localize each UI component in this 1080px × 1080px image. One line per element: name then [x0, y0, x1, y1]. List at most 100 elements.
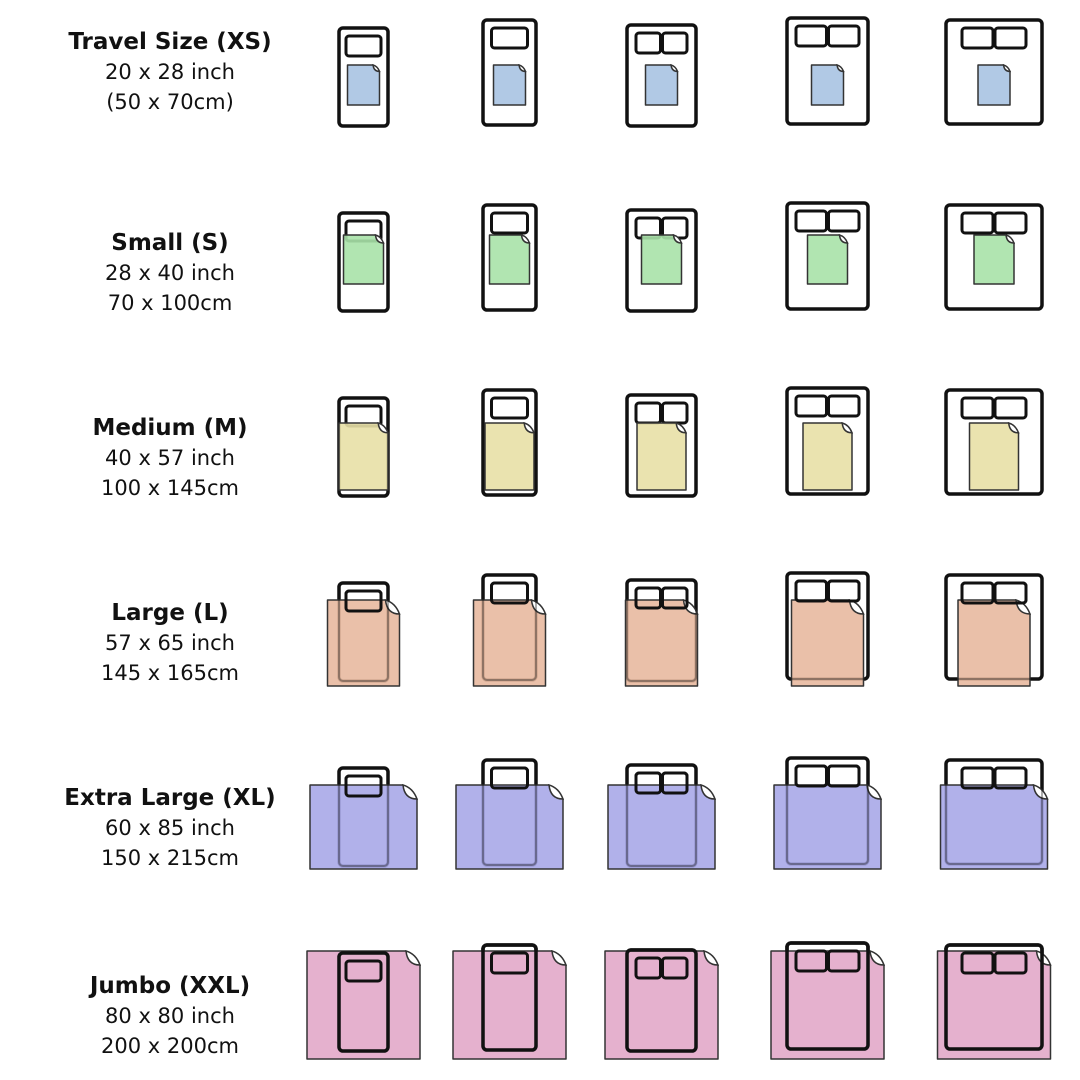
bed-outline	[481, 943, 538, 1052]
size-label: Jumbo (XXL) 80 x 80 inch 200 x 200cm	[40, 971, 300, 1061]
blanket-corner-fold	[405, 949, 422, 966]
blanket-corner-fold	[672, 233, 683, 244]
pillow-icon	[490, 766, 529, 790]
bed-outline	[786, 757, 869, 865]
blanket-corner-fold	[548, 783, 565, 800]
blanket-icon	[452, 950, 567, 1060]
pillow-icon	[794, 579, 828, 603]
pillow-icon	[661, 771, 689, 795]
bed-outline	[944, 943, 1044, 1051]
pillow-icon	[490, 211, 529, 235]
size-inches: 60 x 85 inch	[105, 816, 235, 840]
bed-outline	[785, 941, 870, 1051]
pillow-icon	[993, 26, 1028, 50]
size-cm: 100 x 145cm	[101, 476, 239, 500]
size-label: Extra Large (XL) 60 x 85 inch 150 x 215cm	[40, 783, 300, 873]
blanket-corner-fold	[523, 421, 536, 434]
blanket-icon	[802, 422, 853, 491]
blanket-corner-fold	[836, 63, 845, 73]
pillow-icon	[634, 31, 662, 55]
bed-outline	[482, 574, 537, 681]
blanket-corner-fold	[866, 783, 883, 800]
pillow-icon	[344, 959, 383, 983]
bed-outline	[626, 579, 697, 682]
blanket-icon	[773, 784, 882, 870]
pillow-icon	[827, 209, 861, 233]
bed-outline	[482, 759, 537, 866]
pillow-icon	[960, 396, 995, 420]
bed-outline	[786, 572, 869, 680]
blanket-icon	[636, 422, 687, 491]
blanket-corner-fold	[1032, 783, 1049, 800]
pillow-icon	[993, 211, 1028, 235]
size-label: Large (L) 57 x 65 inch 145 x 165cm	[40, 598, 300, 688]
size-inches: 57 x 65 inch	[105, 631, 235, 655]
bed-outline	[626, 764, 697, 867]
pillow-icon	[960, 26, 995, 50]
pillow-icon	[794, 24, 828, 48]
blanket-corner-fold	[1005, 233, 1016, 244]
pillow-icon	[661, 401, 689, 425]
blanket-icon	[346, 64, 381, 106]
blanket-corner-fold	[518, 63, 527, 73]
blanket-icon	[977, 64, 1011, 106]
pillow-icon	[827, 579, 861, 603]
size-title: Extra Large (XL)	[64, 785, 276, 811]
blanket-icon	[326, 599, 401, 687]
size-cm: (50 x 70cm)	[106, 90, 234, 114]
blanket-icon	[309, 784, 418, 870]
size-cm: 200 x 200cm	[101, 1034, 239, 1058]
pillow-icon	[794, 764, 828, 788]
pillow-icon	[960, 581, 995, 605]
pillow-icon	[827, 24, 861, 48]
size-title: Jumbo (XXL)	[89, 973, 251, 999]
blanket-icon	[810, 64, 845, 106]
bed-outline	[945, 759, 1043, 865]
blanket-icon	[806, 234, 849, 285]
bed-outline	[945, 574, 1043, 680]
blanket-icon	[338, 422, 389, 491]
pillow-icon	[827, 579, 861, 603]
size-title: Medium (M)	[92, 415, 248, 441]
blanket-icon	[973, 234, 1015, 285]
pillow-icon	[794, 209, 828, 233]
blanket-icon	[939, 784, 1049, 870]
size-label: Medium (M) 40 x 57 inch 100 x 145cm	[40, 413, 300, 503]
blanket-icon	[640, 234, 683, 285]
size-cm: 145 x 165cm	[101, 661, 239, 685]
blanket-corner-fold	[520, 233, 531, 244]
pillow-icon	[993, 396, 1028, 420]
pillow-icon	[634, 771, 662, 795]
pillow-icon	[634, 586, 662, 610]
pillow-icon	[960, 951, 995, 975]
pillow-icon	[661, 956, 689, 980]
pillow-icon	[344, 589, 383, 613]
pillow-icon	[827, 764, 861, 788]
blanket-corner-fold	[1002, 63, 1012, 73]
pillow-icon	[794, 394, 828, 418]
pillow-icon	[827, 949, 861, 973]
blanket-icon	[790, 599, 865, 687]
size-title: Travel Size (XS)	[68, 29, 272, 55]
blanket-corner-fold	[838, 233, 849, 244]
blanket-icon	[624, 599, 699, 687]
size-label: Travel Size (XS) 20 x 28 inch (50 x 70cm)	[40, 27, 300, 117]
size-label: Small (S) 28 x 40 inch 70 x 100cm	[40, 228, 300, 318]
blanket-icon	[472, 599, 547, 687]
bed-outline	[625, 948, 698, 1053]
blanket-corner-fold	[384, 598, 401, 615]
blanket-icon	[484, 422, 535, 491]
blanket-corner-fold	[869, 949, 886, 966]
pillow-icon	[827, 764, 861, 788]
size-title: Large (L)	[111, 600, 229, 626]
blanket-icon	[342, 234, 385, 285]
pillow-icon	[490, 581, 529, 605]
blanket-corner-fold	[841, 421, 854, 434]
pillow-icon	[344, 34, 383, 58]
pillow-icon	[794, 949, 828, 973]
pillow-icon	[661, 31, 689, 55]
bed-outline	[338, 582, 389, 682]
blanket-icon	[492, 64, 527, 106]
size-inches: 28 x 40 inch	[105, 261, 235, 285]
